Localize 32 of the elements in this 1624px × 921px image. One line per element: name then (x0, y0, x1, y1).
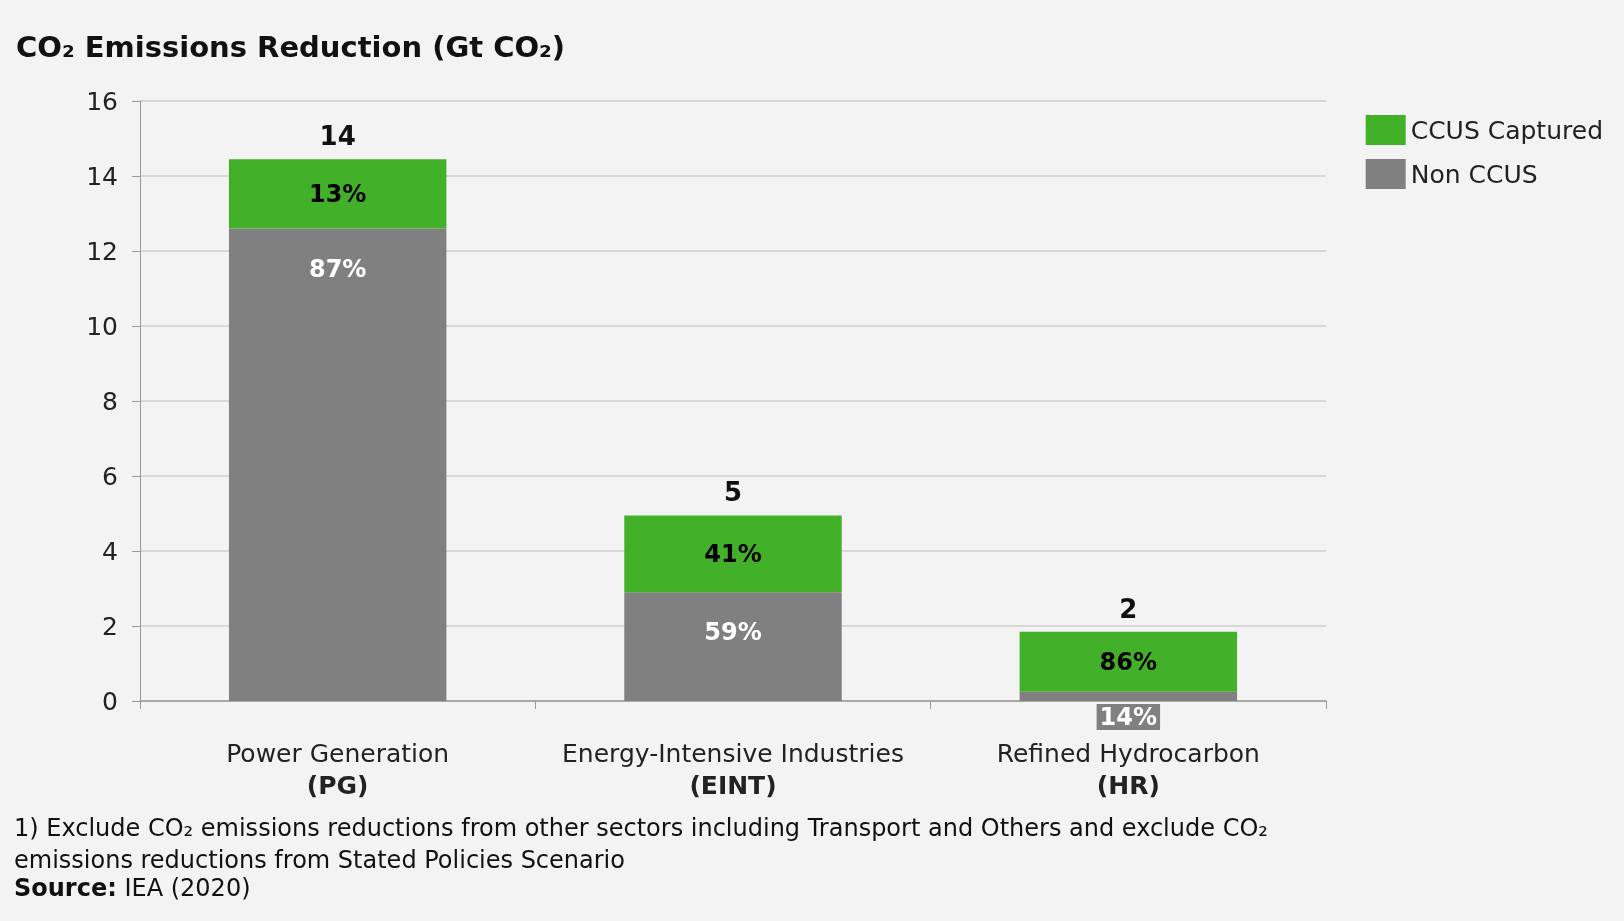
annotation: 13% (308, 179, 367, 208)
annotation: 86% (1099, 647, 1158, 676)
bar (228, 228, 447, 701)
y-tick-label: 10 (86, 311, 118, 341)
legend-label: CCUS Captured (1410, 115, 1604, 145)
bar (1019, 691, 1238, 701)
text: 1) Exclude CO₂ emissions reductions from other sectors including Transport and Others and exclude CO₂ emissions reductions from Stated Policies Scenario (14, 814, 1268, 874)
y-tick-label: 8 (102, 386, 118, 416)
annotation: 87% (308, 254, 367, 283)
y-tick-label: 12 (86, 236, 118, 266)
y-tick-label: 6 (102, 461, 118, 491)
y-tick-label: 2 (102, 611, 118, 641)
legend-label: Non CCUS (1410, 159, 1538, 189)
bar (624, 592, 842, 701)
x-tick-label: Energy-Intensive Industries (EINT) (562, 738, 904, 800)
annotation: 14% (1099, 703, 1158, 731)
x-tick-label: Power Generation (PG) (226, 738, 450, 800)
annotation: 41% (704, 539, 762, 568)
bar (228, 159, 447, 229)
y-tick-label: 4 (102, 536, 118, 566)
total-label: 2 (1119, 593, 1138, 624)
total-label: 5 (723, 477, 743, 508)
bar (1019, 631, 1238, 692)
y-tick-label: 0 (102, 686, 118, 716)
total-label: 14 (319, 121, 356, 152)
bar (624, 515, 842, 593)
y-tick-label: 14 (86, 161, 118, 191)
chart-title: CO₂ Emissions Reduction (Gt CO₂) (16, 29, 566, 64)
y-tick-label: 16 (86, 86, 118, 116)
annotation: 59% (704, 618, 762, 647)
source-note: Source: IEA (2020) (14, 874, 251, 902)
x-tick-label: Refined Hydrocarbon (HR) (996, 738, 1260, 800)
